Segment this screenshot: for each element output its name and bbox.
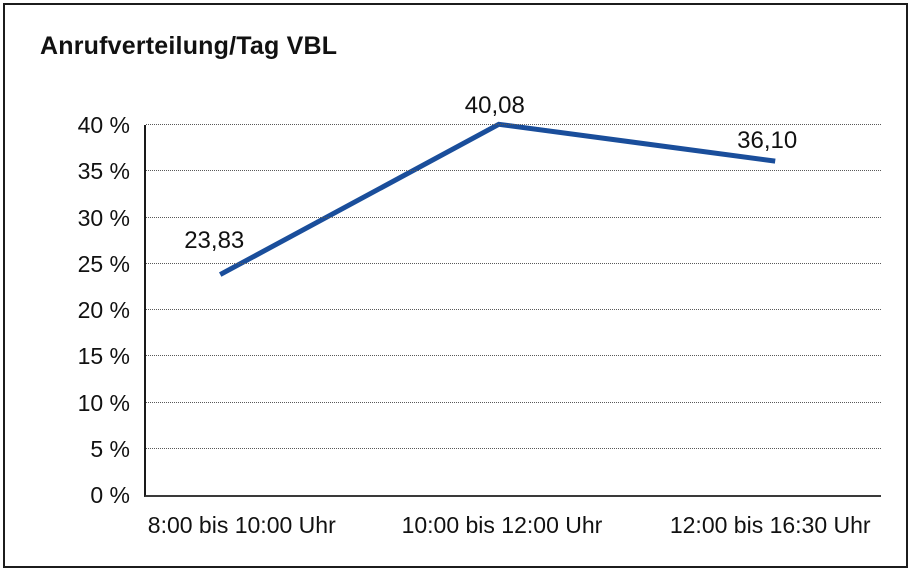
x-axis-label: 10:00 bis 12:00 Uhr [401, 512, 603, 538]
gridline [146, 262, 881, 264]
gridline [146, 447, 881, 449]
gridline [146, 355, 881, 357]
gridline [146, 216, 881, 218]
x-axis-label: 8:00 bis 10:00 Uhr [147, 512, 336, 538]
y-tick-label: 0 % [90, 482, 130, 508]
gridline [146, 124, 881, 125]
gridline [146, 170, 881, 172]
y-tick-label: 20 % [77, 297, 130, 323]
data-point-label: 36,10 [737, 127, 798, 154]
y-tick-label: 35 % [77, 158, 130, 185]
y-tick-label: 30 % [77, 204, 130, 231]
gridline [146, 309, 881, 310]
data-point-label: 23,83 [184, 227, 245, 254]
line-series-svg [219, 121, 776, 277]
y-tick-label: 25 % [77, 250, 130, 277]
y-tick-label: 10 % [77, 389, 130, 416]
data-series-line [219, 121, 776, 277]
chart-frame: Anrufverteilung/Tag VBL 0 % 5 % 10 % 15 % 20… [3, 3, 908, 568]
y-tick-label: 15 % [77, 343, 130, 370]
data-point-label: 40,08 [464, 92, 525, 119]
y-tick-label: 40 % [77, 112, 130, 138]
y-tick-label: 5 % [90, 435, 130, 462]
x-axis-label: 12:00 bis 16:30 Uhr [669, 512, 871, 538]
gridline [146, 401, 881, 403]
chart-title: Anrufverteilung/Tag VBL [40, 32, 338, 60]
plot-area [144, 121, 881, 497]
